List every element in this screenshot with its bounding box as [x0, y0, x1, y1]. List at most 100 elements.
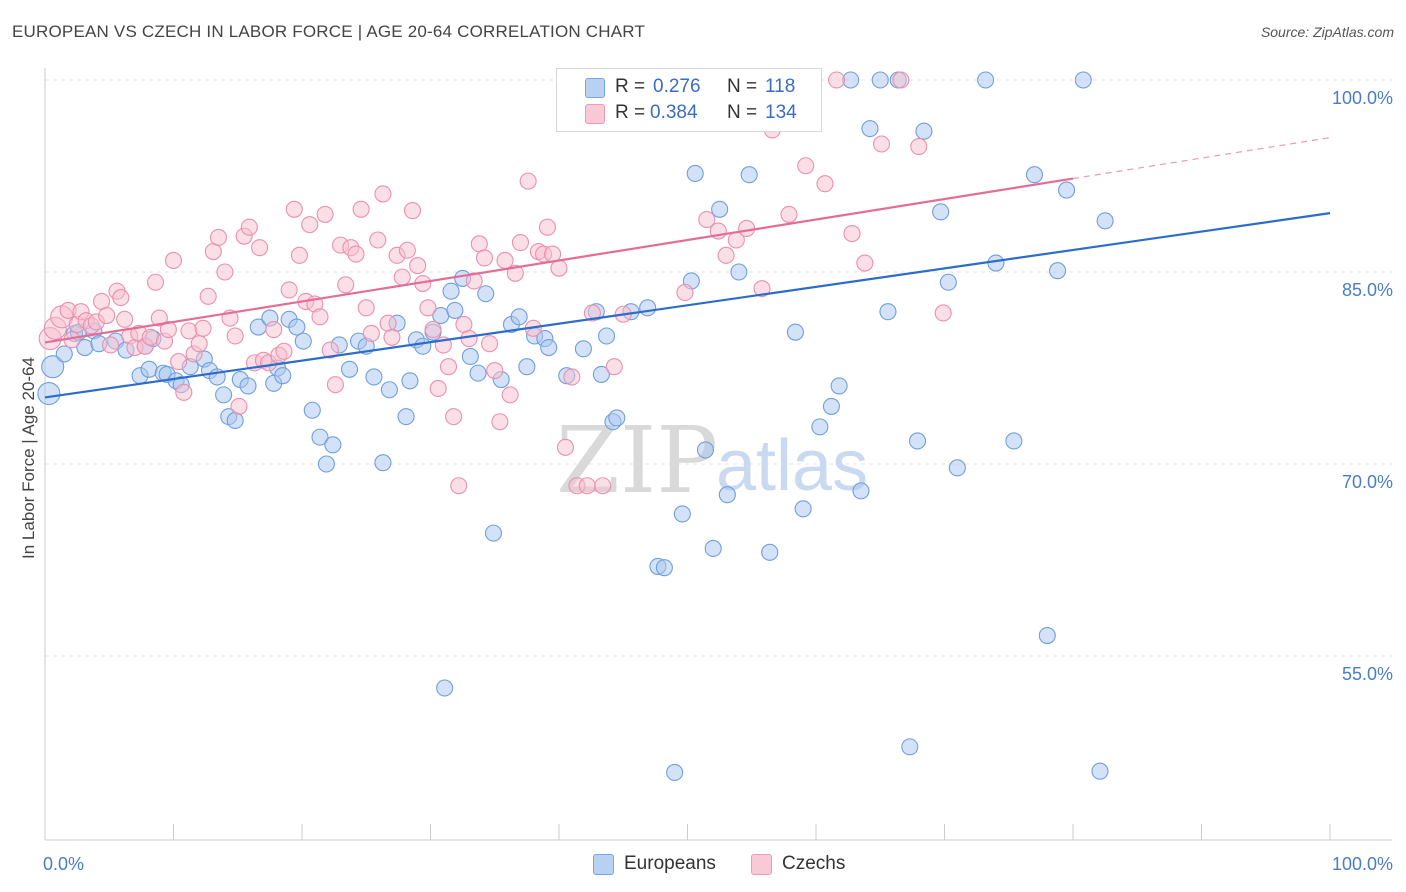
n-value: 118 — [765, 76, 796, 97]
european-point — [948, 459, 966, 477]
czech-point — [251, 239, 269, 257]
czech-point — [511, 234, 530, 252]
european-point — [908, 432, 927, 450]
czech-point — [578, 477, 596, 495]
r-label: R = — [615, 76, 646, 97]
czech-point — [369, 231, 387, 249]
czech-point — [316, 205, 334, 223]
legend-label: Czechs — [782, 853, 846, 874]
x-tick-labels: 0.0% 100.0% — [43, 854, 1393, 874]
european-point — [987, 254, 1005, 272]
czech-point — [159, 321, 177, 339]
czech-point — [872, 135, 891, 153]
czech-point — [429, 379, 447, 398]
european-point — [718, 486, 736, 504]
european-point — [414, 337, 432, 355]
european-point — [1038, 626, 1056, 645]
european-point — [436, 679, 454, 697]
european-point — [1058, 181, 1076, 199]
european-point — [597, 327, 616, 345]
czech-point — [98, 306, 116, 325]
czech-point — [116, 310, 134, 328]
european-point — [311, 428, 329, 446]
r-value: 0.276 — [653, 76, 701, 97]
european-point — [510, 308, 528, 326]
czech-point — [856, 254, 874, 272]
czech-point — [285, 200, 303, 218]
czech-point — [445, 408, 463, 426]
european-point — [592, 365, 610, 383]
czech-point — [383, 328, 401, 346]
czech-point — [460, 330, 478, 348]
czech-point — [506, 264, 524, 282]
european-point — [540, 338, 558, 357]
r-value: 0.384 — [650, 102, 698, 123]
legend-label: Europeans — [624, 853, 716, 874]
czech-trend-line — [44, 177, 1074, 344]
czech-point — [301, 216, 319, 234]
czech-point — [780, 205, 798, 223]
stats-row-czechs: R = 0.384 N = 134 — [557, 101, 821, 127]
european-point — [686, 164, 704, 182]
stats-row-europeans: R = 0.276 N = 118 — [557, 75, 821, 101]
czech-point — [240, 218, 258, 236]
czech-point — [563, 368, 581, 386]
european-point — [977, 71, 995, 89]
czech-point — [519, 172, 537, 190]
czech-point — [190, 335, 208, 353]
european-point — [477, 285, 495, 303]
czech-point — [275, 342, 293, 360]
czech-point — [216, 263, 234, 281]
european-point — [374, 454, 392, 472]
czech-point — [816, 175, 834, 193]
european-point — [639, 299, 657, 317]
y-tick-label: 70.0% — [1342, 472, 1393, 492]
czech-point — [321, 341, 339, 359]
european-point — [401, 372, 419, 390]
watermark: ZIP atlas — [556, 407, 868, 514]
european-point — [861, 120, 879, 138]
european-point — [1096, 212, 1114, 230]
czech-point — [141, 328, 159, 346]
n-label: N = — [727, 102, 758, 123]
european-point — [871, 71, 889, 89]
czech-point — [362, 324, 380, 342]
czech-point — [199, 287, 217, 305]
european-point — [1025, 166, 1043, 184]
czech-point — [843, 225, 861, 243]
european-point — [1049, 262, 1067, 280]
european-point — [226, 411, 244, 430]
n-label: N = — [727, 76, 758, 97]
europeans-swatch — [585, 78, 605, 98]
czech-point — [424, 321, 442, 339]
czech-point — [550, 259, 568, 277]
czech-point — [337, 276, 355, 294]
european-point — [704, 539, 722, 558]
european-point — [469, 364, 487, 382]
european-point — [822, 397, 840, 415]
czech-point — [175, 383, 193, 401]
czech-point — [409, 257, 427, 275]
czech-point — [738, 219, 756, 238]
czech-point — [910, 138, 928, 156]
czech-point — [226, 327, 244, 345]
y-tick-label: 85.0% — [1342, 280, 1393, 300]
european-point — [730, 263, 748, 281]
european-point — [811, 418, 829, 436]
czech-point — [326, 376, 344, 394]
european-point — [442, 282, 460, 300]
european-point — [397, 408, 415, 426]
european-point — [446, 301, 464, 319]
european-point — [37, 382, 61, 406]
czech-point — [403, 202, 422, 220]
european-point — [879, 303, 897, 321]
czech-point — [112, 289, 130, 307]
czech-point — [496, 251, 514, 270]
czech-point — [450, 477, 468, 495]
european-point — [761, 543, 779, 561]
european-point — [673, 505, 691, 523]
czech-point — [170, 353, 188, 371]
czech-point — [290, 246, 308, 264]
czech-point — [486, 362, 504, 380]
czech-point — [892, 71, 910, 89]
